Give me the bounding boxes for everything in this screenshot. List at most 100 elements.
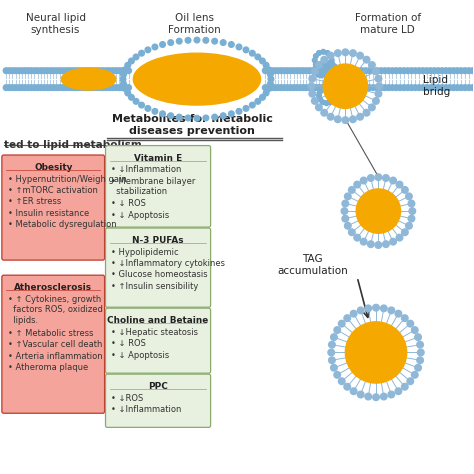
Circle shape	[395, 388, 401, 394]
Circle shape	[50, 85, 56, 91]
Circle shape	[3, 68, 9, 73]
FancyBboxPatch shape	[2, 275, 105, 413]
Circle shape	[310, 85, 315, 91]
Circle shape	[373, 98, 379, 104]
Circle shape	[47, 68, 53, 73]
Circle shape	[160, 111, 165, 117]
Circle shape	[411, 327, 418, 333]
Circle shape	[416, 68, 422, 73]
Circle shape	[462, 68, 468, 73]
Circle shape	[310, 68, 315, 73]
Circle shape	[104, 85, 109, 91]
Circle shape	[428, 68, 433, 73]
Circle shape	[388, 391, 395, 398]
Circle shape	[360, 238, 367, 245]
Circle shape	[321, 72, 326, 77]
Circle shape	[212, 114, 218, 120]
Circle shape	[412, 85, 418, 91]
Circle shape	[382, 68, 388, 73]
Circle shape	[278, 85, 284, 91]
Circle shape	[447, 85, 453, 91]
Circle shape	[320, 100, 325, 105]
Circle shape	[69, 85, 75, 91]
Circle shape	[306, 85, 312, 91]
Circle shape	[249, 50, 255, 56]
Circle shape	[91, 85, 97, 91]
Circle shape	[323, 73, 328, 78]
Circle shape	[313, 68, 319, 73]
Circle shape	[356, 189, 401, 233]
Circle shape	[341, 208, 348, 214]
Circle shape	[9, 85, 15, 91]
Text: • ↓ ROS: • ↓ ROS	[111, 199, 146, 208]
Circle shape	[268, 76, 274, 82]
Circle shape	[325, 65, 330, 70]
Circle shape	[255, 99, 261, 104]
Circle shape	[424, 85, 429, 91]
Circle shape	[119, 85, 125, 91]
Circle shape	[309, 75, 316, 82]
Text: Formation of
mature LD: Formation of mature LD	[355, 13, 421, 35]
Circle shape	[355, 85, 361, 91]
Circle shape	[376, 83, 383, 90]
Circle shape	[366, 85, 372, 91]
Circle shape	[35, 85, 40, 91]
Circle shape	[303, 85, 309, 91]
Circle shape	[336, 68, 342, 73]
Circle shape	[269, 68, 274, 73]
Circle shape	[316, 63, 320, 67]
Circle shape	[13, 85, 18, 91]
Circle shape	[359, 68, 365, 73]
Circle shape	[25, 85, 31, 91]
Circle shape	[378, 85, 384, 91]
Circle shape	[365, 393, 372, 400]
Circle shape	[317, 51, 321, 55]
Circle shape	[363, 56, 370, 63]
Circle shape	[320, 67, 325, 72]
Circle shape	[41, 68, 46, 73]
Circle shape	[123, 68, 128, 73]
Circle shape	[326, 91, 331, 96]
Circle shape	[418, 349, 424, 356]
Circle shape	[369, 62, 375, 68]
Text: Metabolites for metabolic
diseases prevention: Metabolites for metabolic diseases preve…	[112, 114, 273, 136]
Circle shape	[382, 85, 388, 91]
Text: TAG
accumulation: TAG accumulation	[277, 255, 348, 276]
Circle shape	[291, 68, 296, 73]
Circle shape	[16, 68, 21, 73]
Circle shape	[28, 68, 34, 73]
Circle shape	[152, 109, 158, 114]
Circle shape	[401, 315, 408, 321]
Circle shape	[263, 68, 268, 73]
Circle shape	[32, 68, 37, 73]
Text: • Insulin resistance: • Insulin resistance	[8, 209, 89, 218]
Circle shape	[139, 102, 145, 108]
Circle shape	[466, 85, 472, 91]
Text: • ↓ Apoptosis: • ↓ Apoptosis	[111, 351, 169, 360]
Circle shape	[344, 85, 349, 91]
Circle shape	[145, 106, 151, 111]
Circle shape	[417, 341, 423, 348]
Circle shape	[397, 68, 403, 73]
Text: • ↓ ROS: • ↓ ROS	[111, 339, 146, 348]
Circle shape	[297, 85, 303, 91]
Circle shape	[330, 62, 335, 66]
Circle shape	[44, 68, 50, 73]
Circle shape	[458, 68, 464, 73]
Text: • ↑ER stress: • ↑ER stress	[8, 197, 61, 206]
Circle shape	[340, 85, 346, 91]
Circle shape	[278, 68, 284, 73]
Circle shape	[321, 49, 326, 54]
Circle shape	[123, 85, 128, 91]
Circle shape	[263, 85, 268, 91]
Circle shape	[443, 85, 449, 91]
Circle shape	[327, 74, 331, 79]
Circle shape	[313, 62, 318, 67]
Circle shape	[312, 58, 317, 63]
Circle shape	[332, 71, 337, 75]
Text: • ↓Inflammatory cytokines: • ↓Inflammatory cytokines	[111, 259, 225, 268]
Circle shape	[328, 62, 333, 67]
Circle shape	[378, 68, 384, 73]
Circle shape	[415, 365, 421, 371]
Circle shape	[284, 85, 290, 91]
